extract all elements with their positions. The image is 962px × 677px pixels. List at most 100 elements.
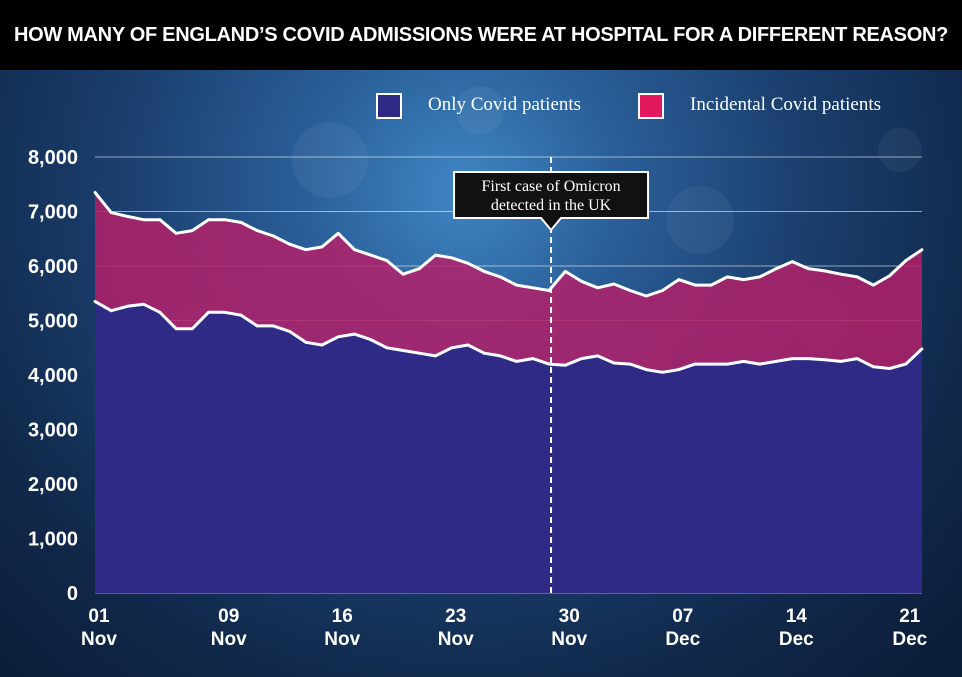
point-only-covid <box>515 359 519 363</box>
annotation: First case of Omicron detected in the UK <box>453 157 650 593</box>
x-tick-month: Dec <box>892 629 927 650</box>
point-only-covid <box>207 310 210 314</box>
point-total <box>239 221 243 224</box>
point-only-covid <box>644 368 648 371</box>
point-only-covid <box>612 361 616 365</box>
point-only-covid <box>174 327 178 331</box>
point-total <box>142 218 146 222</box>
point-only-covid <box>498 354 502 358</box>
point-only-covid <box>742 359 746 363</box>
area-only-covid <box>95 301 922 593</box>
point-total <box>547 289 551 292</box>
point-only-covid <box>142 302 146 306</box>
point-total <box>726 275 729 279</box>
x-tick-day: 07 <box>672 606 693 627</box>
x-tick-month: Dec <box>779 629 814 650</box>
y-tick-label: 2,000 <box>28 474 78 496</box>
y-axis: 0 1,000 2,000 3,000 4,000 5,000 6,000 7,000 8,00… <box>28 147 78 605</box>
x-tick-month: Nov <box>551 629 587 650</box>
point-only-covid <box>450 346 454 350</box>
point-only-covid <box>677 368 681 371</box>
point-only-covid <box>158 310 162 314</box>
point-only-covid <box>871 365 875 369</box>
point-only-covid <box>547 362 551 366</box>
y-tick-label: 8,000 <box>28 147 78 169</box>
point-only-covid <box>758 362 762 366</box>
legend-swatch-only-covid <box>376 93 402 119</box>
annotation-text: First case of Omicron <box>482 178 621 195</box>
point-total <box>353 248 356 252</box>
point-total <box>304 248 308 252</box>
legend-label-only-covid: Only Covid patients <box>428 94 582 115</box>
legend-swatch-incidental <box>638 93 664 119</box>
line-total <box>93 191 923 298</box>
point-only-covid <box>239 313 243 317</box>
point-only-covid <box>709 362 713 366</box>
point-total <box>450 256 454 260</box>
legend-label-incidental: Incidental Covid patients <box>690 94 882 115</box>
point-total <box>126 215 129 218</box>
point-only-covid <box>190 327 194 331</box>
point-total <box>920 248 924 252</box>
virus-decoration <box>878 128 922 172</box>
y-tick-label: 7,000 <box>28 202 78 224</box>
point-total <box>255 229 259 232</box>
point-only-covid <box>401 349 405 352</box>
point-total <box>871 283 875 287</box>
point-total <box>855 275 859 279</box>
point-only-covid <box>93 300 97 303</box>
point-total <box>742 278 746 282</box>
y-tick-label: 4,000 <box>28 365 78 387</box>
point-total <box>369 253 373 257</box>
point-only-covid <box>563 363 567 367</box>
point-total <box>904 259 908 262</box>
point-total <box>174 231 178 235</box>
point-total <box>271 234 275 238</box>
x-tick-day: 23 <box>445 606 466 627</box>
point-only-covid <box>790 357 794 361</box>
point-only-covid <box>531 357 535 361</box>
point-only-covid <box>661 370 664 374</box>
x-tick-day: 01 <box>88 606 110 627</box>
point-total <box>434 253 437 257</box>
point-total <box>498 275 502 279</box>
point-total <box>839 272 843 276</box>
point-only-covid <box>353 332 356 336</box>
point-only-covid <box>126 304 129 308</box>
point-only-covid <box>888 367 891 370</box>
y-tick-label: 6,000 <box>28 256 78 278</box>
point-total <box>693 283 697 287</box>
point-total <box>661 289 664 292</box>
point-only-covid <box>466 343 470 347</box>
x-tick-day: 16 <box>332 606 353 627</box>
title-bar <box>0 0 962 70</box>
point-total <box>807 267 810 271</box>
point-only-covid <box>336 335 340 339</box>
point-only-covid <box>482 351 486 355</box>
point-only-covid <box>369 338 373 341</box>
point-total <box>207 218 210 222</box>
point-only-covid <box>288 330 291 333</box>
point-total <box>320 245 324 249</box>
x-tick-day: 30 <box>559 606 580 627</box>
point-total <box>888 274 891 278</box>
x-tick-day: 21 <box>899 606 921 627</box>
annotation-box <box>453 171 650 232</box>
point-total <box>531 286 535 290</box>
point-total <box>596 286 600 290</box>
chart-title: HOW MANY OF ENGLAND’S COVID ADMISSIONS W… <box>13 24 949 46</box>
point-only-covid <box>904 362 908 366</box>
x-tick-month: Dec <box>665 629 700 650</box>
point-total <box>774 267 778 271</box>
point-total <box>93 191 97 194</box>
point-only-covid <box>223 310 227 314</box>
y-tick-label: 3,000 <box>28 420 78 442</box>
point-total <box>823 269 827 273</box>
y-tick-label: 1,000 <box>28 529 78 551</box>
point-only-covid <box>271 324 275 328</box>
point-only-covid <box>385 346 389 350</box>
point-only-covid <box>920 347 924 351</box>
x-tick-month: Nov <box>211 629 247 650</box>
point-only-covid <box>823 358 827 362</box>
